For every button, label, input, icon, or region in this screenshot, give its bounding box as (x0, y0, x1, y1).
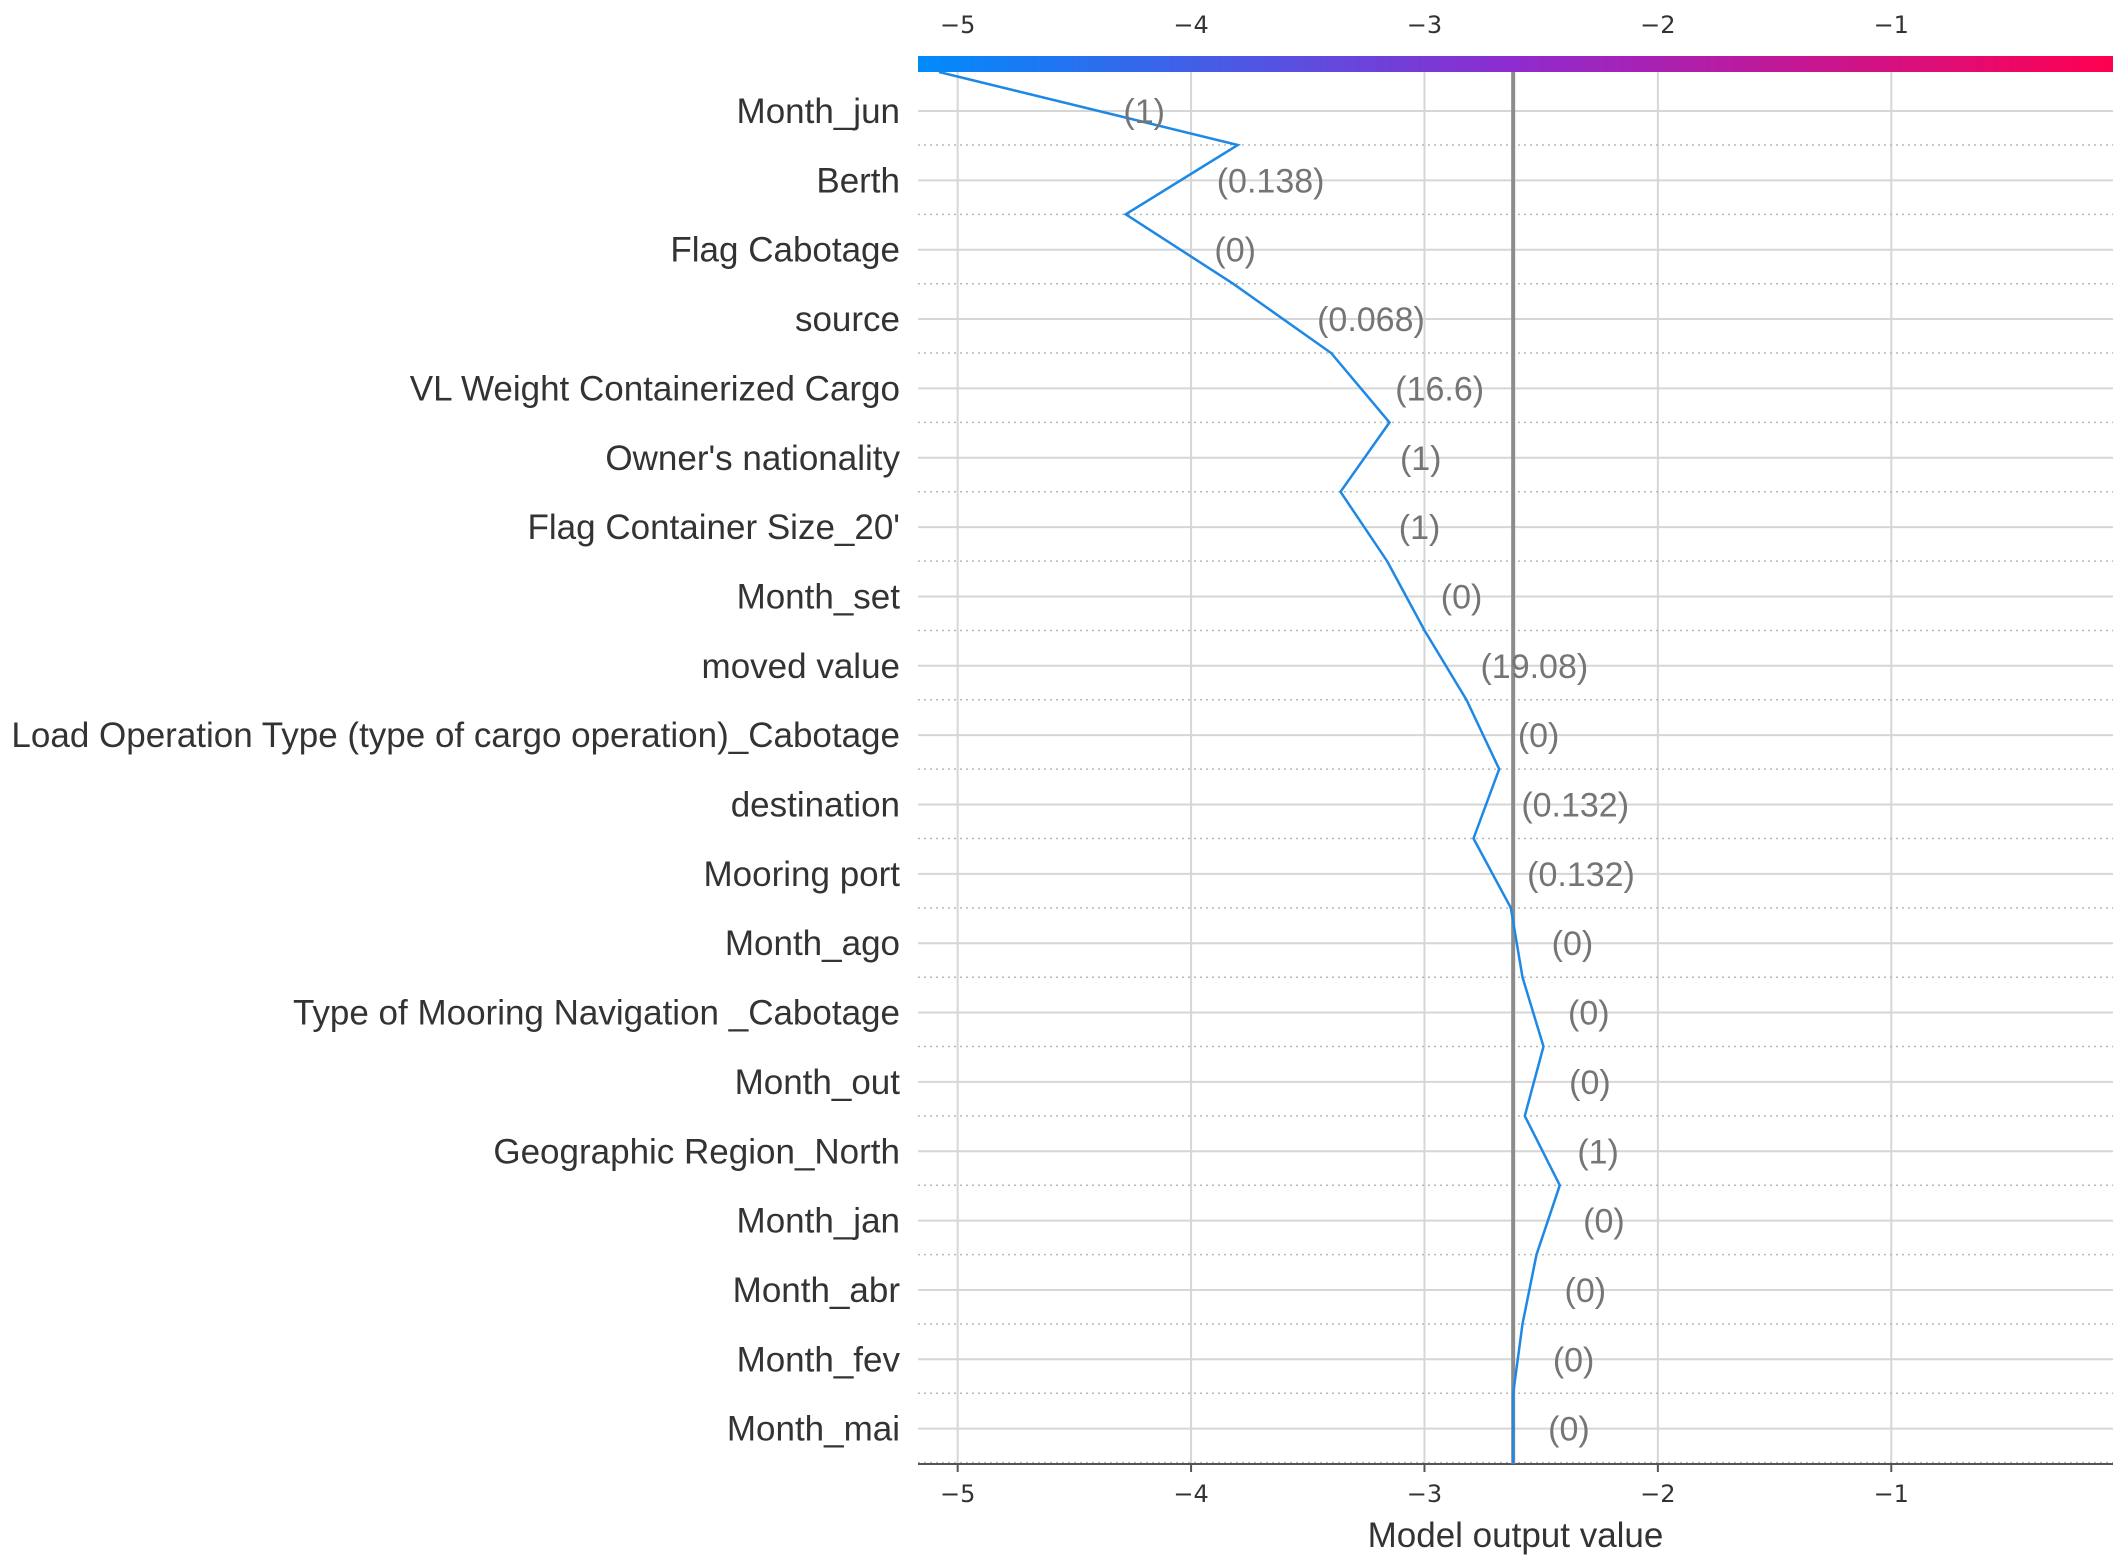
grid (918, 72, 2113, 1465)
x-tick-label-bottom: −3 (1407, 1480, 1442, 1508)
colorbar (918, 56, 2113, 72)
decision-path-group (938, 70, 1562, 1464)
feature-value-label: (0) (1583, 1203, 1625, 1241)
feature-value-label: (1) (1399, 509, 1441, 547)
axis-ticks: −5 −5 −4 −4 −3 −3 −2 −2 −1 −1 (940, 11, 1909, 1508)
feature-value-labels: (1)(0.138)(0)(0.068)(16.6)(1)(1)(0)(19.0… (1123, 93, 1635, 1449)
x-tick-label-bottom: −2 (1640, 1480, 1675, 1508)
feature-label: Month_jun (737, 92, 900, 131)
feature-value-label: (1) (1400, 440, 1442, 478)
x-tick-label-top: −5 (940, 11, 975, 39)
feature-label: Berth (816, 161, 900, 200)
feature-value-label: (0.068) (1317, 301, 1425, 339)
feature-label: moved value (702, 647, 900, 686)
x-tick-label-top: −4 (1173, 11, 1208, 39)
feature-value-label: (0) (1214, 232, 1256, 270)
feature-value-label: (1) (1577, 1133, 1619, 1171)
feature-value-label: (0) (1565, 1272, 1607, 1310)
feature-value-label: (0) (1548, 1411, 1590, 1449)
feature-label: source (795, 300, 900, 339)
feature-label: Month_out (735, 1063, 901, 1102)
feature-value-label: (0) (1441, 578, 1483, 616)
feature-label: Month_set (737, 577, 901, 616)
feature-label: Mooring port (704, 855, 901, 894)
feature-label: Month_jan (737, 1202, 900, 1241)
feature-value-label: (16.6) (1395, 370, 1484, 408)
feature-value-label: (0) (1569, 1064, 1611, 1102)
feature-value-label: (0) (1553, 1341, 1595, 1379)
feature-label: Type of Mooring Navigation _Cabotage (293, 994, 900, 1033)
feature-label: Flag Cabotage (670, 231, 900, 270)
feature-label: Flag Container Size_20' (528, 508, 900, 547)
x-tick-label-bottom: −1 (1874, 1480, 1909, 1508)
x-tick-label-top: −3 (1407, 11, 1442, 39)
feature-label: Month_ago (725, 924, 900, 963)
x-tick-label-bottom: −4 (1173, 1480, 1208, 1508)
feature-label: destination (731, 786, 900, 825)
feature-label: Month_mai (727, 1410, 900, 1449)
feature-label: VL Weight Containerized Cargo (410, 369, 900, 408)
feature-value-label: (1) (1123, 93, 1165, 131)
feature-value-label: (0) (1568, 995, 1610, 1033)
x-tick-label-top: −2 (1640, 11, 1675, 39)
x-tick-label-top: −1 (1874, 11, 1909, 39)
x-tick-label-bottom: −5 (940, 1480, 975, 1508)
feature-label: Month_fev (737, 1340, 901, 1379)
feature-value-label: (0.132) (1527, 856, 1635, 894)
feature-value-label: (0.132) (1521, 787, 1629, 825)
feature-label: Load Operation Type (type of cargo opera… (11, 716, 900, 755)
feature-label: Month_abr (733, 1271, 901, 1310)
feature-labels: Month_jun Berth Flag Cabotage source VL Weig… (11, 92, 900, 1449)
feature-value-label: (0.138) (1217, 162, 1325, 200)
feature-value-label: (19.08) (1480, 648, 1588, 686)
feature-value-label: (0) (1552, 925, 1594, 963)
x-axis-title: Model output value (1368, 1516, 1664, 1555)
feature-label: Owner's nationality (605, 439, 900, 478)
decision-path-line (938, 70, 1562, 1464)
feature-label: Geographic Region_North (493, 1132, 900, 1171)
feature-value-label: (0) (1518, 717, 1560, 755)
